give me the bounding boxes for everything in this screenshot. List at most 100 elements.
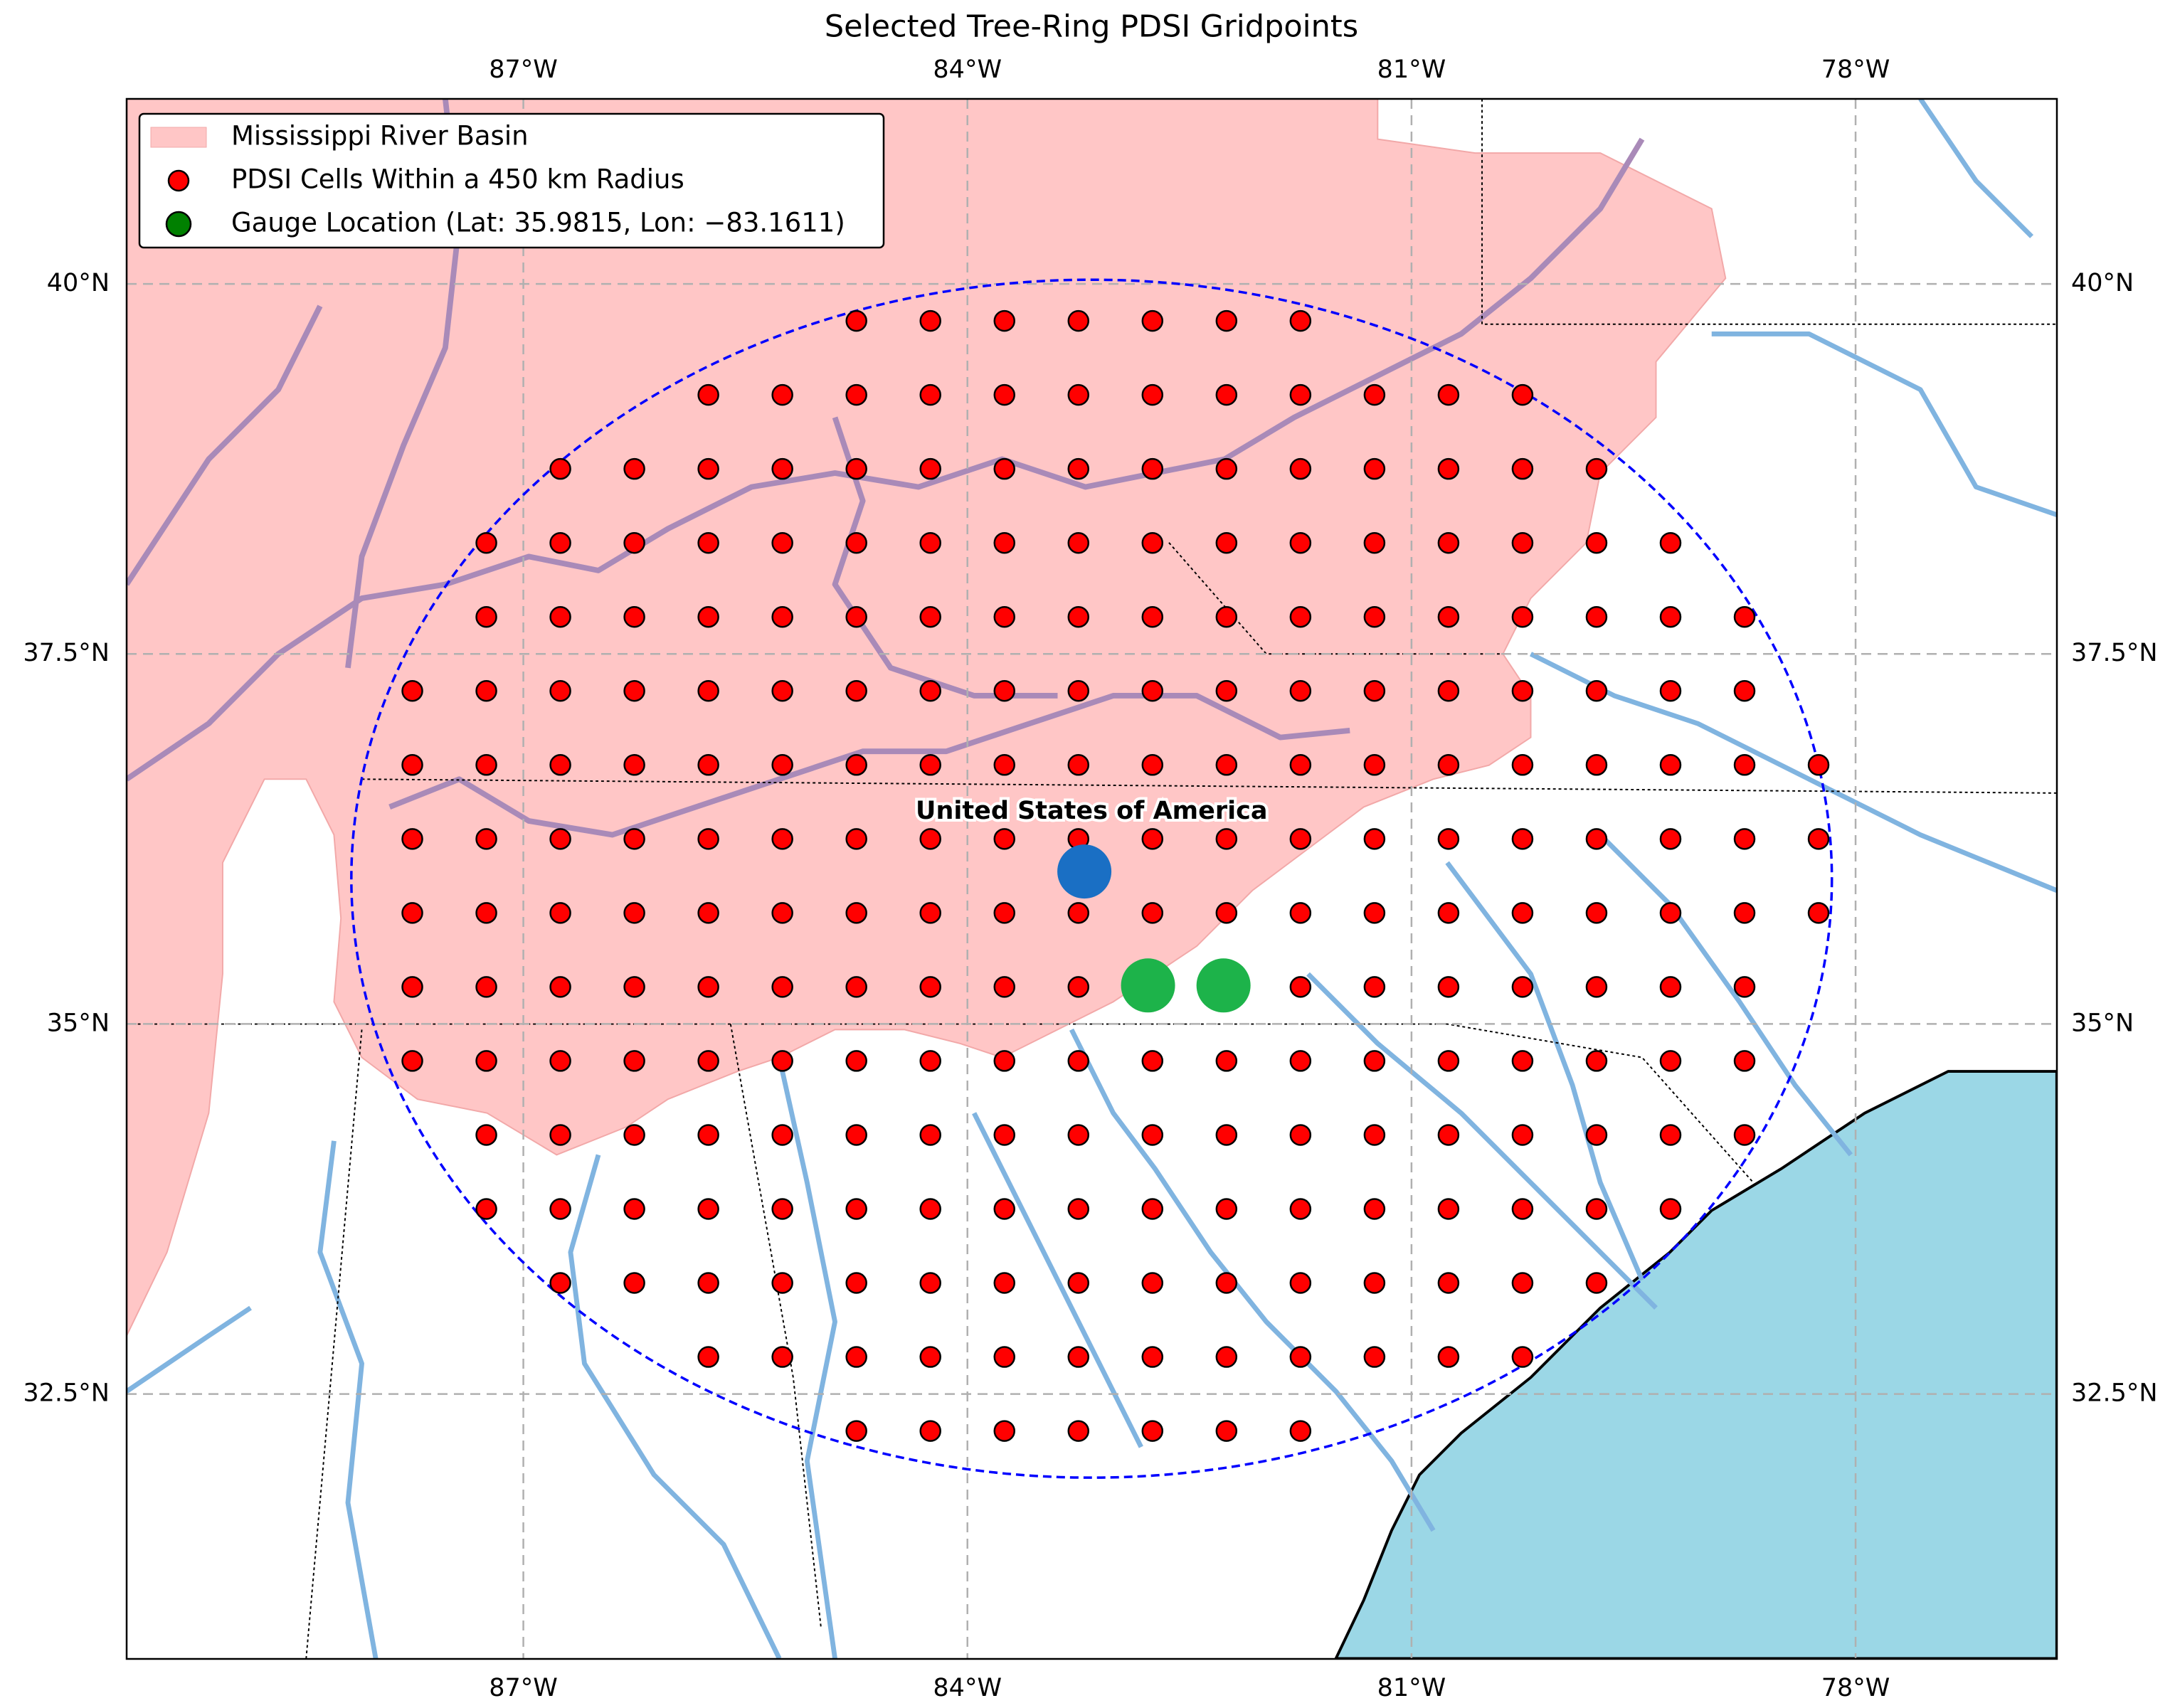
pdsi-cell — [1215, 828, 1238, 850]
pdsi-cell — [1363, 1050, 1386, 1072]
pdsi-cell — [475, 754, 497, 776]
pdsi-cell — [1585, 605, 1608, 628]
pdsi-cell — [1289, 1050, 1312, 1072]
geography — [127, 99, 2057, 1659]
pdsi-cell — [401, 902, 423, 924]
pdsi-cell — [1511, 828, 1534, 850]
pdsi-cell — [1363, 383, 1386, 406]
pdsi-cell — [697, 605, 719, 628]
x-tick-label-top: 84°W — [933, 55, 1002, 84]
pdsi-cell — [1141, 457, 1164, 480]
pdsi-cell — [1289, 902, 1312, 924]
pdsi-cell — [1215, 309, 1238, 332]
legend-box — [138, 112, 885, 249]
pdsi-cell — [1585, 1272, 1608, 1294]
pdsi-cell — [1585, 1050, 1608, 1072]
pdsi-cell — [1511, 457, 1534, 480]
pdsi-cell — [1659, 531, 1682, 554]
pdsi-cell — [1733, 1050, 1756, 1072]
pdsi-cell — [919, 1124, 941, 1146]
pdsi-cell — [1289, 383, 1312, 406]
y-tick-label: 32.5°N — [23, 1379, 110, 1408]
pdsi-cell — [697, 828, 719, 850]
pdsi-cell — [1733, 902, 1756, 924]
pdsi-cell — [549, 754, 571, 776]
pdsi-cell — [919, 1420, 941, 1442]
pdsi-cell — [697, 457, 719, 480]
y-tick-label-right: 37.5°N — [2071, 639, 2158, 667]
legend-swatch — [150, 127, 207, 148]
pdsi-cell — [1067, 976, 1090, 998]
pdsi-cell — [1585, 457, 1608, 480]
pdsi-cell — [549, 828, 571, 850]
pdsi-cell — [1141, 1346, 1164, 1368]
pdsi-cell — [1437, 976, 1460, 998]
pdsi-cell — [1289, 309, 1312, 332]
pdsi-cell — [993, 457, 1015, 480]
pdsi-cell — [1141, 1124, 1164, 1146]
basin-polygon — [127, 99, 1727, 1337]
pdsi-cell — [1437, 1272, 1460, 1294]
pdsi-cell — [549, 605, 571, 628]
pdsi-cell — [919, 383, 941, 406]
y-tick-label-right: 32.5°N — [2071, 1379, 2158, 1408]
pdsi-cell — [845, 605, 867, 628]
pdsi-cell — [549, 457, 571, 480]
pdsi-cell — [993, 1346, 1015, 1368]
pdsi-cell — [1807, 828, 1830, 850]
pdsi-cell — [1585, 828, 1608, 850]
x-tick-label: 84°W — [933, 1674, 1002, 1702]
pdsi-cell — [475, 1050, 497, 1072]
pdsi-cell — [1511, 1050, 1534, 1072]
pdsi-cell — [1659, 902, 1682, 924]
pdsi-cell — [1067, 309, 1090, 332]
pdsi-cell — [919, 531, 941, 554]
pdsi-cell — [697, 383, 719, 406]
pdsi-cell — [1289, 680, 1312, 702]
y-tick-label-right: 35°N — [2071, 1009, 2134, 1037]
pdsi-cell — [919, 457, 941, 480]
pdsi-cell — [1585, 531, 1608, 554]
pdsi-cell — [1659, 1198, 1682, 1220]
pdsi-cell — [1141, 828, 1164, 850]
pdsi-cell — [623, 457, 645, 480]
pdsi-cell — [919, 754, 941, 776]
pdsi-cell — [845, 309, 867, 332]
pdsi-cell — [993, 383, 1015, 406]
y-tick-label: 37.5°N — [23, 639, 110, 667]
pdsi-cell — [1733, 1124, 1756, 1146]
pdsi-cell — [1511, 754, 1534, 776]
pdsi-cell — [1659, 828, 1682, 850]
y-tick-label: 40°N — [47, 269, 110, 297]
pdsi-cell — [1289, 531, 1312, 554]
pdsi-cell — [1511, 383, 1534, 406]
pdsi-cell — [845, 1198, 867, 1220]
pdsi-cell — [1215, 605, 1238, 628]
pdsi-cell — [1289, 1198, 1312, 1220]
pdsi-cell — [549, 531, 571, 554]
pdsi-cell — [549, 976, 571, 998]
pdsi-cell — [1215, 457, 1238, 480]
pdsi-cell — [623, 902, 645, 924]
pdsi-cell — [993, 680, 1015, 702]
pdsi-cell — [1289, 1272, 1312, 1294]
pdsi-cell — [697, 1198, 719, 1220]
pdsi-cell — [401, 1050, 423, 1072]
pdsi-cell — [1363, 754, 1386, 776]
pdsi-cell — [549, 1272, 571, 1294]
pdsi-cell — [771, 457, 793, 480]
pdsi-cell — [993, 754, 1015, 776]
pdsi-cell — [1215, 902, 1238, 924]
pdsi-cell — [1067, 1050, 1090, 1072]
pdsi-cell — [845, 383, 867, 406]
pdsi-cell — [771, 383, 793, 406]
pdsi-cell — [845, 680, 867, 702]
pdsi-cell — [1437, 1124, 1460, 1146]
location-marker — [1057, 844, 1112, 899]
ocean — [1334, 1070, 2057, 1659]
pdsi-cell — [1141, 1272, 1164, 1294]
pdsi-cell — [771, 828, 793, 850]
pdsi-cell — [1511, 680, 1534, 702]
x-tick-label: 87°W — [489, 1674, 558, 1702]
pdsi-cell — [1289, 754, 1312, 776]
